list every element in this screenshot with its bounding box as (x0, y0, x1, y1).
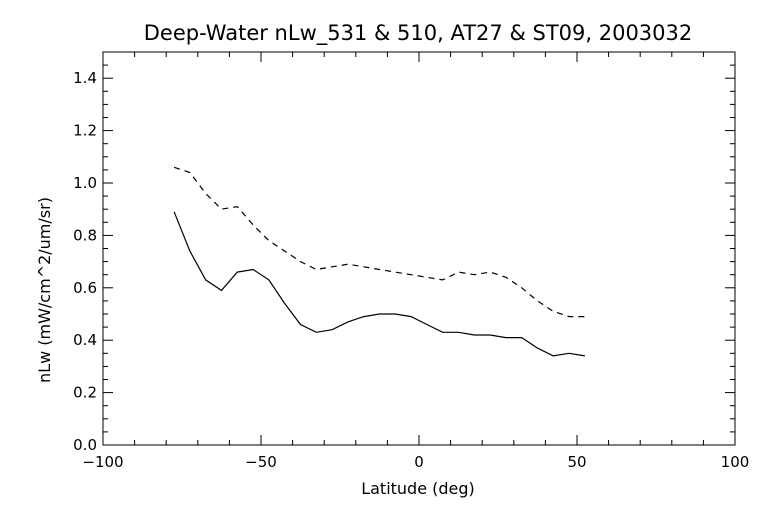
y-tick-label: 0.6 (73, 279, 97, 297)
y-axis-label: nLw (mW/cm^2/um/sr) (35, 197, 54, 383)
x-axis-label: Latitude (deg) (361, 479, 475, 498)
x-axis: −100 −50 0 50 100 (82, 52, 749, 471)
y-tick-label: 0.8 (73, 226, 97, 244)
y-tick-label: 1.2 (73, 122, 97, 140)
series-line-dashed (173, 166, 585, 318)
y-tick-label: 0.2 (73, 384, 97, 402)
y-tick-label: 1.0 (73, 174, 97, 192)
x-tick-label: −50 (245, 453, 277, 471)
chart-title: Deep-Water nLw_531 & 510, AT27 & ST09, 2… (144, 21, 693, 46)
plot-border (102, 51, 736, 446)
series-line-solid (173, 211, 585, 357)
y-tick-label: 0.4 (73, 331, 97, 349)
x-tick-label: −100 (82, 453, 123, 471)
y-axis: 0.0 0.2 0.4 0.6 0.8 1.0 1.2 1.4 (73, 51, 735, 454)
x-tick-label: 0 (414, 453, 424, 471)
x-tick-label: 100 (721, 453, 750, 471)
plot-frame (102, 51, 736, 446)
y-tick-label: 0.0 (73, 436, 97, 454)
y-tick-label: 1.4 (73, 69, 97, 87)
series-layer (173, 166, 585, 357)
x-tick-label: 50 (567, 453, 586, 471)
